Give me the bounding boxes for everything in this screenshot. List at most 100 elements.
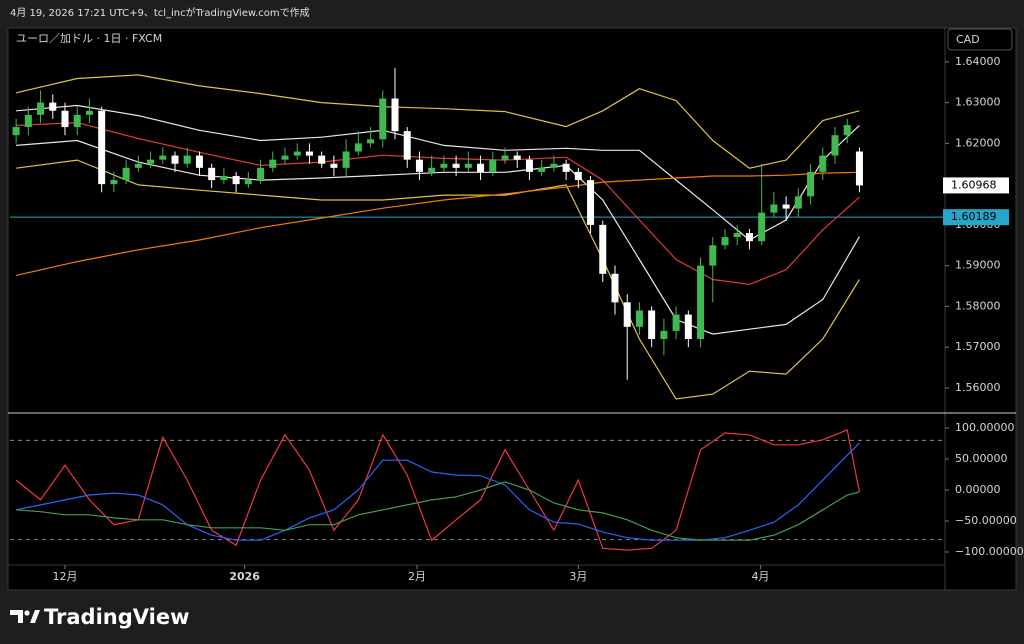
candle-body (440, 163, 448, 168)
x-tick-label: 4月 (751, 570, 769, 583)
candle-body (354, 143, 362, 152)
currency-button[interactable] (947, 28, 1013, 51)
candle-body (147, 159, 155, 164)
candle-body (538, 167, 546, 172)
candle-body (415, 159, 423, 172)
indicator-line (15, 442, 860, 541)
y-tick-label: 100.00000 (955, 421, 1015, 434)
candle-body (134, 163, 142, 168)
candle-body (171, 155, 179, 164)
candle-body (807, 171, 815, 197)
footer-logo: TradingView (44, 605, 189, 629)
y-tick-label: 1.58000 (955, 299, 1001, 312)
candle-body (684, 314, 692, 340)
candle-body (831, 135, 839, 156)
candle-body (855, 151, 863, 186)
x-tick-label: 12月 (53, 570, 78, 583)
candle-body (24, 114, 32, 128)
candle-body (208, 167, 216, 181)
currency[interactable]: CAD (956, 33, 980, 46)
indicator-line (15, 74, 860, 169)
indicator-line (16, 481, 860, 541)
candle-body (672, 314, 680, 331)
candle-body (269, 159, 277, 168)
candle-body (379, 98, 387, 140)
candle-body (330, 163, 338, 168)
indicator-line (15, 171, 860, 276)
candle-body (305, 151, 313, 156)
candle-body (648, 310, 656, 340)
candle-body (733, 233, 741, 238)
indicator-line (15, 429, 860, 551)
candle-body (159, 155, 167, 160)
candle-body (489, 159, 497, 172)
candle-body (464, 163, 472, 168)
y-tick-label: 1.56000 (955, 381, 1001, 394)
candle-body (37, 102, 45, 115)
candle-body (819, 155, 827, 172)
x-tick-label: 2026 (229, 570, 260, 583)
candle-body (770, 204, 778, 213)
candle-body (220, 175, 228, 181)
x-tick-label: 3月 (569, 570, 587, 583)
candle-body (587, 180, 595, 225)
candle-body (73, 114, 81, 128)
candle-body (391, 98, 399, 132)
candle-body (122, 167, 130, 181)
candle-body (244, 180, 252, 185)
candle-body (660, 330, 668, 340)
price-line-label: 1.60189 (951, 210, 997, 223)
candle-body (794, 196, 802, 209)
candle-body (403, 131, 411, 160)
y-tick-label: 1.64000 (955, 55, 1001, 68)
y-tick-label: −50.00000 (955, 514, 1017, 527)
candle-body (49, 102, 57, 111)
candle-body (635, 310, 643, 327)
candle-body (428, 167, 436, 172)
candle-body (342, 151, 350, 168)
candle-body (318, 155, 326, 164)
candle-body (293, 151, 301, 156)
y-tick-label: 1.59000 (955, 259, 1001, 272)
candle-body (574, 171, 582, 181)
y-tick-label: −100.00000 (955, 545, 1024, 558)
candle-body (697, 265, 705, 340)
candle-body (110, 180, 118, 185)
y-tick-label: 1.63000 (955, 96, 1001, 109)
y-tick-label: 50.00000 (955, 452, 1008, 465)
candle-body (709, 245, 717, 266)
candle-body (183, 155, 191, 164)
candle-body (477, 163, 485, 172)
candle-body (550, 163, 558, 168)
last-price-label: 1.60968 (951, 178, 997, 191)
candle-body (281, 155, 289, 160)
tv-logo (10, 610, 40, 623)
candle-body (12, 127, 20, 136)
y-tick-label: 0.00000 (955, 483, 1001, 496)
candle-body (257, 167, 265, 181)
candle-body (85, 110, 93, 115)
candle-body (98, 110, 106, 185)
candle-body (513, 155, 521, 160)
candle-body (599, 224, 607, 274)
candle-body (525, 159, 533, 172)
y-tick-label: 1.57000 (955, 340, 1001, 353)
indicator-line (16, 139, 860, 335)
x-tick-label: 2月 (408, 570, 426, 583)
candle-body (501, 155, 509, 160)
y-tick-label: 1.62000 (955, 136, 1001, 149)
candle-body (367, 139, 375, 144)
candle-body (721, 237, 729, 246)
candle-body (611, 273, 619, 303)
candle-body (452, 163, 460, 168)
candle-body (195, 155, 203, 168)
last-price-label-bg (943, 177, 1009, 194)
candle-body (843, 125, 851, 136)
candle-body (745, 233, 753, 242)
symbol-legend: ユーロ／加ドル · 1日 · FXCM (16, 32, 162, 45)
candle-body (623, 302, 631, 327)
header: 4月 19, 2026 17:21 UTC+9、tcl_incがTradingV… (10, 6, 310, 19)
price-line-label-bg (943, 209, 1009, 226)
candle-body (782, 204, 790, 209)
chart-frame (7, 27, 1017, 591)
